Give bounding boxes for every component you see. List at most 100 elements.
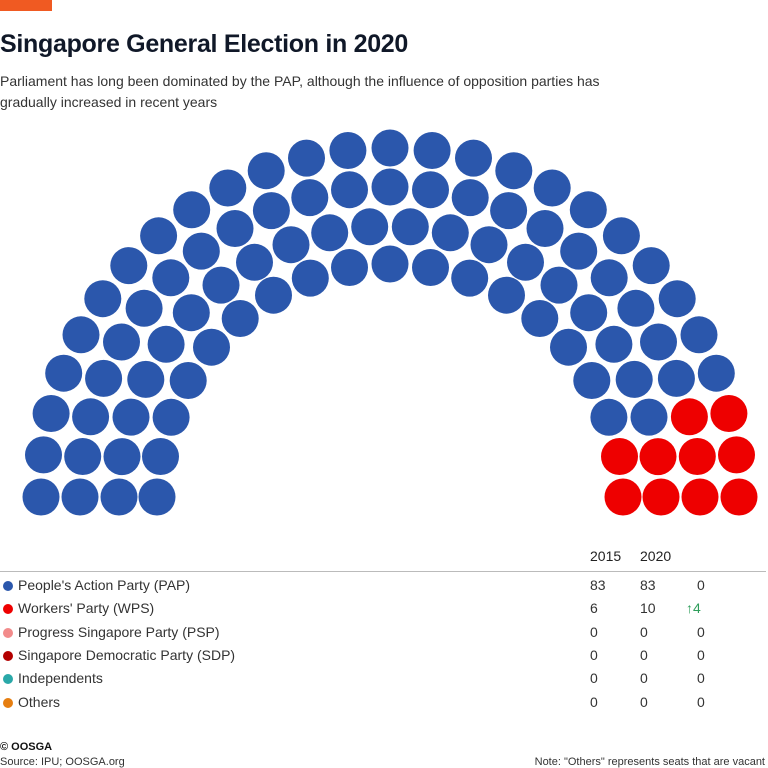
seat-change: ↑4 bbox=[686, 600, 701, 617]
legend-row: Singapore Democratic Party (SDP) 0 0 0 bbox=[0, 646, 768, 668]
seats-2020: 0 bbox=[640, 693, 648, 710]
seat-change: 0 bbox=[697, 577, 705, 593]
seat bbox=[142, 438, 179, 475]
seat bbox=[604, 478, 642, 516]
seat bbox=[570, 294, 608, 332]
note: Note: "Others" represents seats that are… bbox=[534, 756, 765, 768]
seat bbox=[540, 266, 578, 304]
seat bbox=[127, 360, 165, 398]
party-color-dot bbox=[3, 697, 13, 708]
seat bbox=[291, 179, 329, 217]
seat bbox=[720, 478, 758, 516]
seat bbox=[451, 259, 489, 297]
seat bbox=[173, 191, 211, 229]
seat bbox=[371, 129, 409, 167]
seat bbox=[125, 289, 163, 327]
seat bbox=[391, 208, 429, 246]
seat bbox=[331, 171, 368, 209]
seats-2015: 0 bbox=[590, 670, 598, 687]
seat bbox=[62, 316, 100, 354]
seat bbox=[681, 478, 719, 516]
seat bbox=[32, 395, 70, 432]
seat bbox=[680, 316, 718, 354]
seat-change: 0 bbox=[697, 646, 705, 663]
column-header-2020: 2020 bbox=[640, 548, 672, 564]
seat bbox=[590, 259, 628, 297]
chart-title: Singapore General Election in 2020 bbox=[0, 30, 409, 58]
seat bbox=[710, 395, 748, 432]
seat bbox=[601, 438, 638, 475]
seat bbox=[152, 259, 190, 297]
seat bbox=[329, 132, 367, 169]
seat bbox=[412, 171, 449, 209]
seat bbox=[311, 214, 349, 252]
seat bbox=[85, 359, 123, 397]
seat bbox=[507, 243, 544, 281]
seat bbox=[521, 300, 559, 337]
seat bbox=[22, 478, 60, 516]
seat bbox=[45, 354, 83, 392]
party-color-dot bbox=[3, 627, 13, 638]
seat bbox=[236, 243, 273, 281]
source: Source: IPU; OOSGA.org bbox=[0, 756, 125, 768]
seat bbox=[182, 232, 220, 270]
party-name: Independents bbox=[18, 670, 103, 687]
seat bbox=[569, 191, 607, 229]
seat bbox=[495, 152, 533, 190]
seats-2015: 0 bbox=[590, 693, 598, 710]
seats-2015: 0 bbox=[590, 646, 598, 663]
chart-subtitle: Parliament has long been dominated by th… bbox=[0, 73, 600, 110]
seat bbox=[221, 300, 259, 337]
parliament-hemicycle bbox=[22, 129, 758, 516]
seat bbox=[615, 360, 653, 398]
seat bbox=[351, 208, 389, 246]
seat bbox=[550, 328, 587, 366]
seats-2015: 0 bbox=[590, 623, 598, 640]
seat bbox=[642, 478, 680, 516]
seat bbox=[331, 249, 368, 286]
party-name: Progress Singapore Party (PSP) bbox=[18, 623, 220, 640]
seat bbox=[657, 359, 695, 397]
seat bbox=[169, 362, 207, 399]
party-name: People's Action Party (PAP) bbox=[18, 577, 191, 593]
party-color-dot bbox=[3, 674, 13, 685]
seat-change: 0 bbox=[697, 693, 705, 710]
seat bbox=[678, 438, 716, 475]
seats-2020: 0 bbox=[640, 670, 648, 687]
seat bbox=[291, 259, 329, 297]
seat bbox=[632, 247, 670, 285]
seat bbox=[100, 478, 138, 516]
seat bbox=[152, 398, 190, 436]
seat bbox=[140, 217, 178, 255]
seat bbox=[488, 276, 525, 314]
seat bbox=[272, 226, 310, 264]
seat bbox=[147, 325, 185, 363]
seat bbox=[202, 266, 240, 304]
seat bbox=[103, 438, 141, 476]
seat bbox=[490, 192, 528, 230]
seat bbox=[595, 325, 633, 363]
seat bbox=[640, 323, 677, 361]
seat bbox=[193, 328, 230, 366]
seat bbox=[455, 139, 492, 177]
arrow-up-icon: ↑ bbox=[686, 600, 693, 617]
seat bbox=[630, 398, 668, 436]
legend-row: Others 0 0 0 bbox=[0, 693, 768, 715]
seat bbox=[110, 247, 148, 285]
legend-row: Workers' Party (WPS) 6 10 ↑4 bbox=[0, 599, 768, 621]
seat bbox=[718, 436, 755, 474]
seat bbox=[371, 168, 409, 206]
seat bbox=[658, 280, 696, 318]
seat bbox=[617, 289, 655, 327]
seat bbox=[670, 398, 708, 436]
brand-accent-bar bbox=[0, 0, 52, 11]
seats-2020: 83 bbox=[640, 577, 656, 593]
seat bbox=[412, 249, 449, 286]
seat bbox=[84, 280, 122, 318]
copyright: © OOSGA bbox=[0, 741, 53, 753]
seat bbox=[431, 214, 469, 252]
seat bbox=[413, 132, 451, 169]
seat bbox=[697, 354, 735, 392]
seat bbox=[526, 210, 564, 247]
seats-2020: 0 bbox=[640, 623, 648, 640]
